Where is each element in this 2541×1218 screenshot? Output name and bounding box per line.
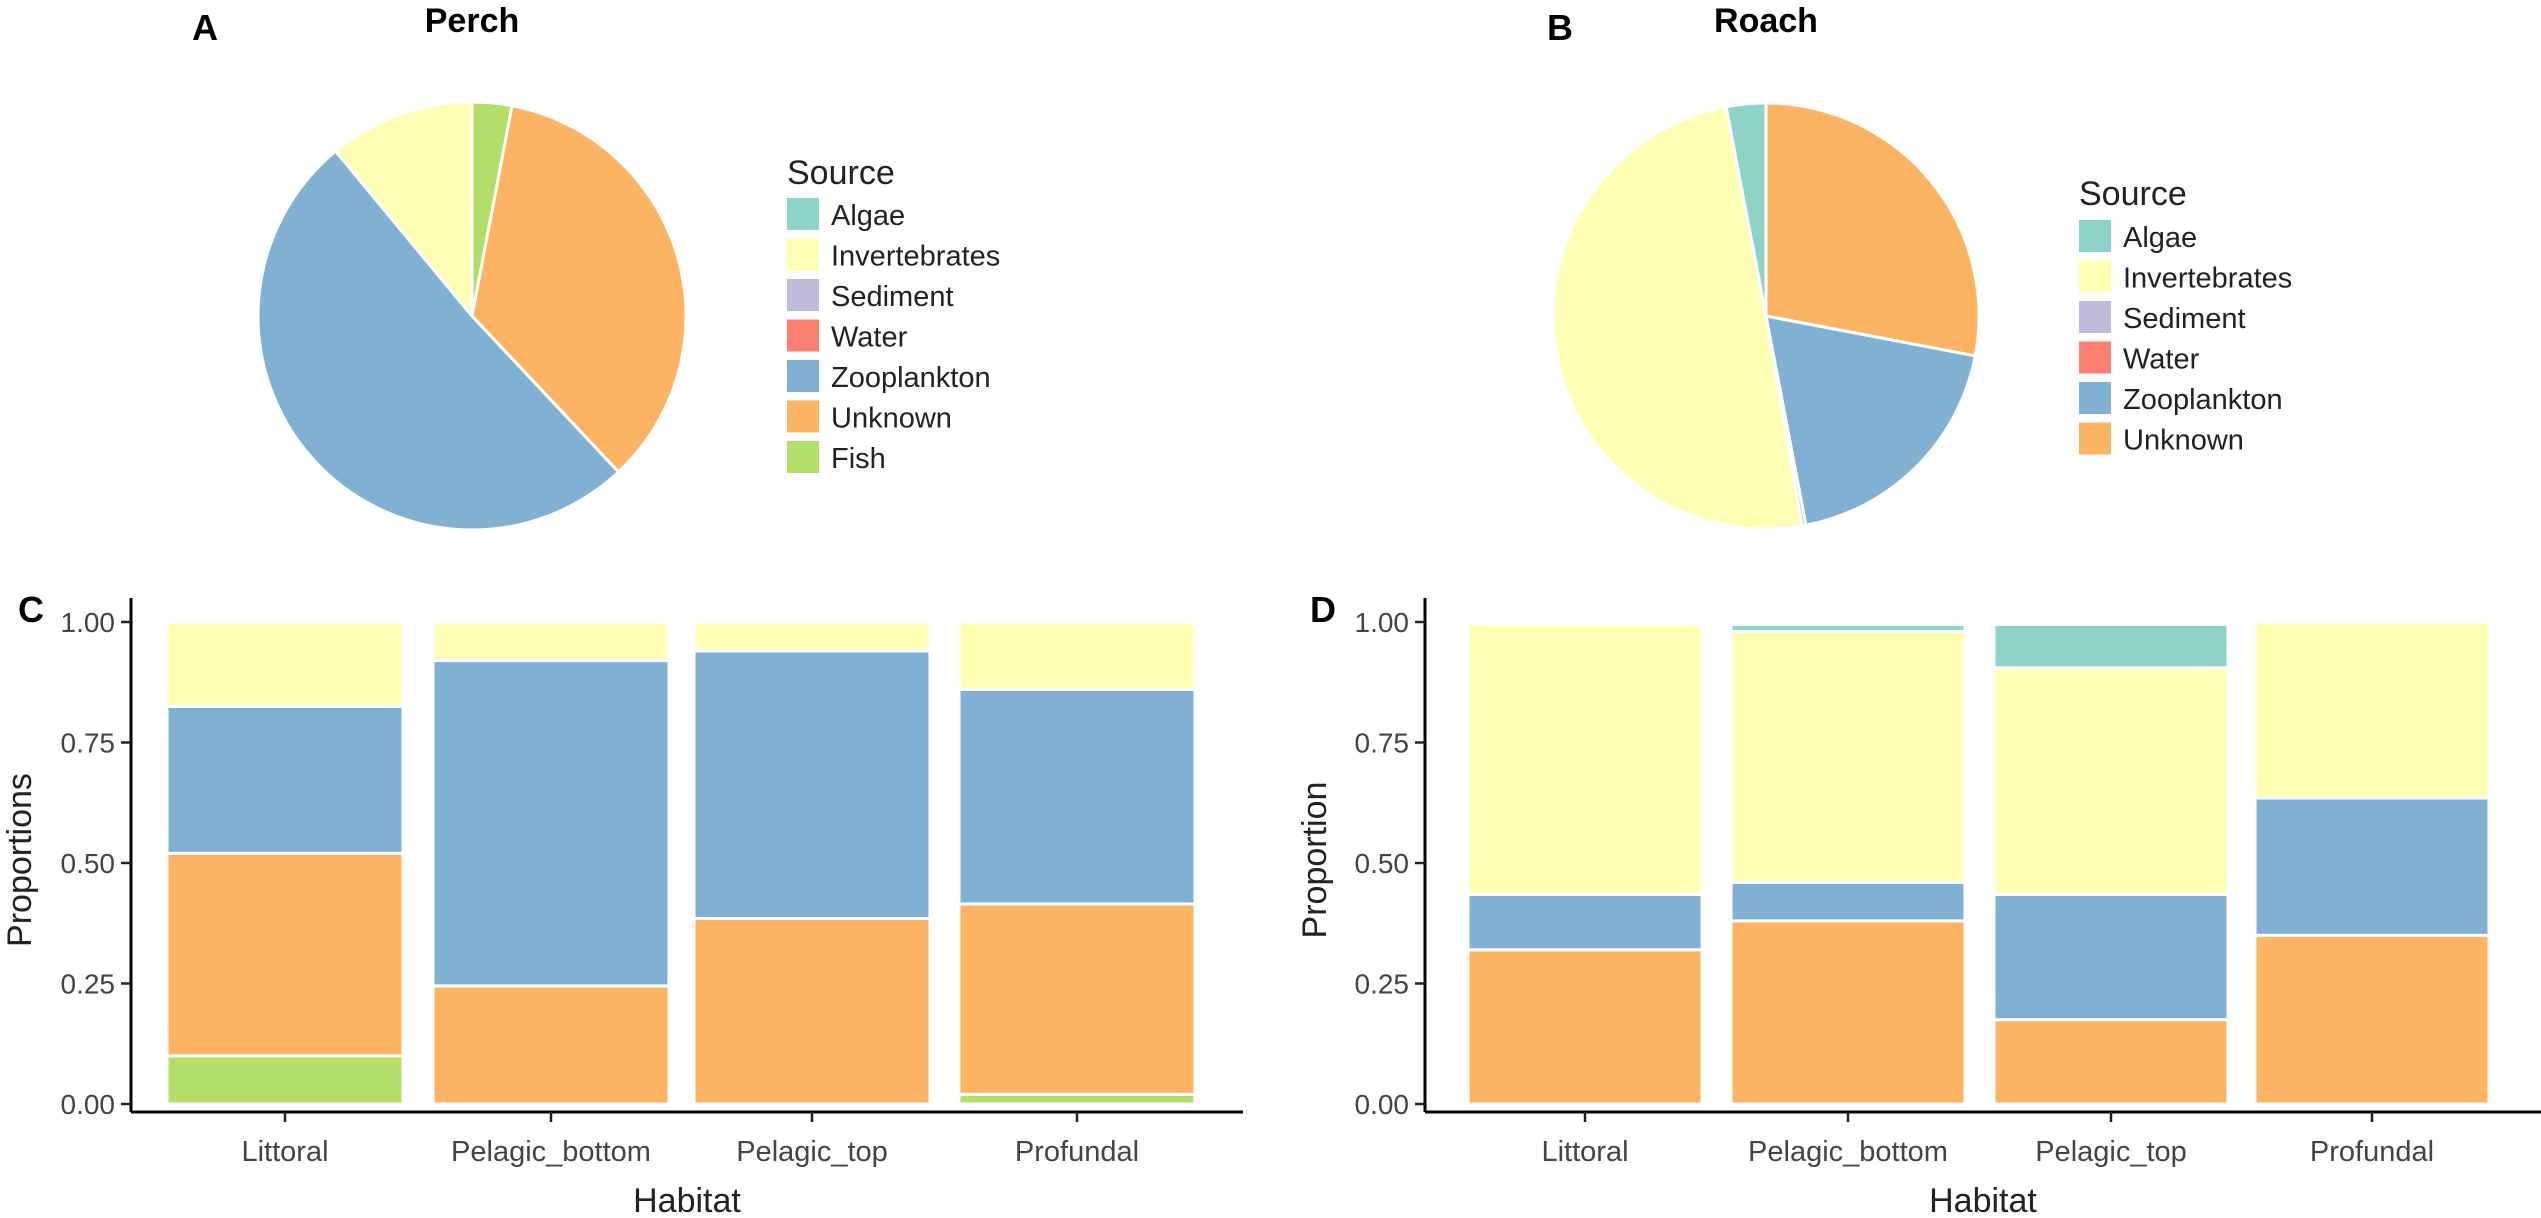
panel-a-legend-swatch-unknown — [787, 400, 819, 433]
panel-d-bar-pelagic_top-invertebrates — [1992, 666, 2230, 896]
panel-c-y-tick-label: 0.00 — [61, 1089, 116, 1120]
panel-b-legend-swatch-zooplankton — [2079, 382, 2111, 414]
panel-d-x-tick-label-littoral: Littoral — [1541, 1136, 1628, 1168]
panel-b-legend-title: Source — [2079, 175, 2187, 213]
panel-d-x-tick-label-pelagic_top: Pelagic_top — [2035, 1136, 2187, 1168]
panel-b-legend-label-zooplankton: Zooplankton — [2123, 384, 2283, 416]
panel-d-bar-profundal-invertebrates — [2253, 620, 2491, 800]
panel-b-letter: B — [1547, 7, 1573, 48]
panel-c-bar-profundal-invertebrates — [957, 620, 1197, 691]
panel-c-bar-pelagic_bottom-zooplankton — [431, 659, 671, 988]
panel-c-x-tick-label-pelagic_top: Pelagic_top — [736, 1136, 888, 1168]
panel-b-legend-swatch-invertebrates — [2079, 260, 2111, 293]
panel-d-bar-pelagic_top-zooplankton — [1992, 892, 2230, 1022]
panel-a-slice-invertebrates — [334, 100, 474, 318]
panel-c-bar-pelagic_top-zooplankton — [692, 649, 932, 920]
panel-a-legend-swatch-invertebrates — [787, 238, 819, 271]
panel-a-legend-label-fish: Fish — [831, 443, 886, 475]
panel-a-legend-label-water: Water — [831, 322, 908, 354]
panel-c-x-tick-label-pelagic_bottom: Pelagic_bottom — [451, 1136, 651, 1168]
panel-d-bar-pelagic_top-unknown — [1992, 1018, 2230, 1106]
panel-a-legend-label-invertebrates: Invertebrates — [831, 241, 1000, 273]
panel-b-legend-swatch-sediment — [2079, 301, 2111, 333]
panel-b-slice-unknown — [1764, 101, 1981, 358]
panel-a-letter: A — [192, 7, 218, 48]
panel-d-bar-littoral-zooplankton — [1466, 892, 1704, 952]
panel-d-y-tick-label: 0.25 — [1355, 969, 1410, 1000]
panel-d-bar-pelagic_bottom-unknown — [1729, 919, 1967, 1106]
panel-d-x-axis-title: Habitat — [1929, 1182, 2037, 1218]
panel-a-legend-label-sediment: Sediment — [831, 281, 954, 313]
panel-b-legend-swatch-unknown — [2079, 422, 2111, 455]
panel-c-bar-pelagic_bottom-invertebrates — [431, 620, 671, 663]
panel-c-bar-littoral-zooplankton — [165, 704, 405, 855]
panel-b-legend-label-sediment: Sediment — [2123, 303, 2246, 335]
panel-c-bar-profundal-zooplankton — [957, 687, 1197, 906]
panel-c-bar-pelagic_bottom-unknown — [431, 984, 671, 1106]
panel-d-bar-pelagic_bottom-invertebrates — [1729, 630, 1967, 884]
panel-c-letter: C — [18, 589, 44, 630]
panel-a-legend-label-zooplankton: Zooplankton — [831, 362, 991, 394]
panel-b-legend-label-invertebrates: Invertebrates — [2123, 263, 2292, 295]
panel-d-x-tick-label-pelagic_bottom: Pelagic_bottom — [1748, 1136, 1948, 1168]
panel-c-x-tick-label-littoral: Littoral — [241, 1136, 328, 1168]
panel-d-bar-profundal-zooplankton — [2253, 796, 2491, 937]
panel-c-y-tick-label: 0.50 — [61, 848, 116, 879]
panel-d-y-tick-label: 0.75 — [1355, 728, 1410, 759]
panel-a-slice-unknown — [470, 104, 688, 474]
panel-b-slice-algae — [1724, 101, 1768, 318]
panel-a-legend-title: Source — [787, 154, 895, 192]
panel-c-bar-littoral-invertebrates — [165, 620, 405, 708]
panel-b-slice-zooplankton — [1764, 314, 1977, 527]
panel-d-letter: D — [1310, 589, 1336, 630]
panel-a-legend-swatch-fish — [787, 441, 819, 473]
panel-a-slice-zooplankton — [256, 149, 620, 532]
panel-c-bar-littoral-unknown — [165, 851, 405, 1058]
panel-d-y-tick-label: 1.00 — [1355, 607, 1410, 638]
panel-d-bar-profundal-unknown — [2253, 933, 2491, 1106]
panel-a-legend-swatch-sediment — [787, 279, 819, 311]
panel-a-legend-swatch-zooplankton — [787, 360, 819, 392]
panel-c-bar-littoral-fish — [165, 1054, 405, 1106]
panel-a-legend-swatch-water — [787, 319, 819, 352]
panel-c-y-tick-label: 1.00 — [61, 607, 116, 638]
panel-c-y-axis-title: Proportions — [1, 773, 39, 947]
panel-d-x-tick-label-profundal: Profundal — [2310, 1136, 2434, 1168]
panel-d-bar-pelagic_top-algae — [1992, 622, 2230, 670]
panel-c-x-axis-title: Habitat — [633, 1182, 741, 1218]
panel-b-title: Roach — [1714, 2, 1818, 40]
panel-a-legend-label-algae: Algae — [831, 200, 905, 232]
panel-d-bar-pelagic_bottom-zooplankton — [1729, 880, 1967, 923]
panel-b-legend-label-algae: Algae — [2123, 222, 2197, 254]
panel-a-legend-label-unknown: Unknown — [831, 403, 952, 435]
panel-b-legend-label-unknown: Unknown — [2123, 425, 2244, 457]
panel-c-bar-profundal-unknown — [957, 902, 1197, 1096]
panel-b-legend-swatch-water — [2079, 341, 2111, 374]
panel-b-slice-invertebrates — [1551, 105, 1804, 531]
panel-c-x-tick-label-profundal: Profundal — [1015, 1136, 1139, 1168]
panel-c-y-tick-label: 0.75 — [61, 728, 116, 759]
panel-b-legend-label-water: Water — [2123, 344, 2200, 376]
panel-d-bar-littoral-unknown — [1466, 948, 1704, 1106]
panel-c-y-tick-label: 0.25 — [61, 969, 116, 1000]
panel-c-bar-pelagic_top-invertebrates — [692, 620, 932, 653]
panel-d-bar-littoral-invertebrates — [1466, 622, 1704, 896]
panel-d-y-tick-label: 0.00 — [1355, 1089, 1410, 1120]
panel-d-y-tick-label: 0.50 — [1355, 848, 1410, 879]
panel-b-legend-swatch-algae — [2079, 220, 2111, 252]
panel-d-y-axis-title: Proportion — [1296, 782, 1334, 939]
panel-c-bar-pelagic_top-unknown — [692, 916, 932, 1106]
panel-a-legend-swatch-algae — [787, 198, 819, 230]
panel-a-title: Perch — [425, 2, 520, 40]
panel-d-bar-pelagic_bottom-algae — [1729, 622, 1967, 634]
